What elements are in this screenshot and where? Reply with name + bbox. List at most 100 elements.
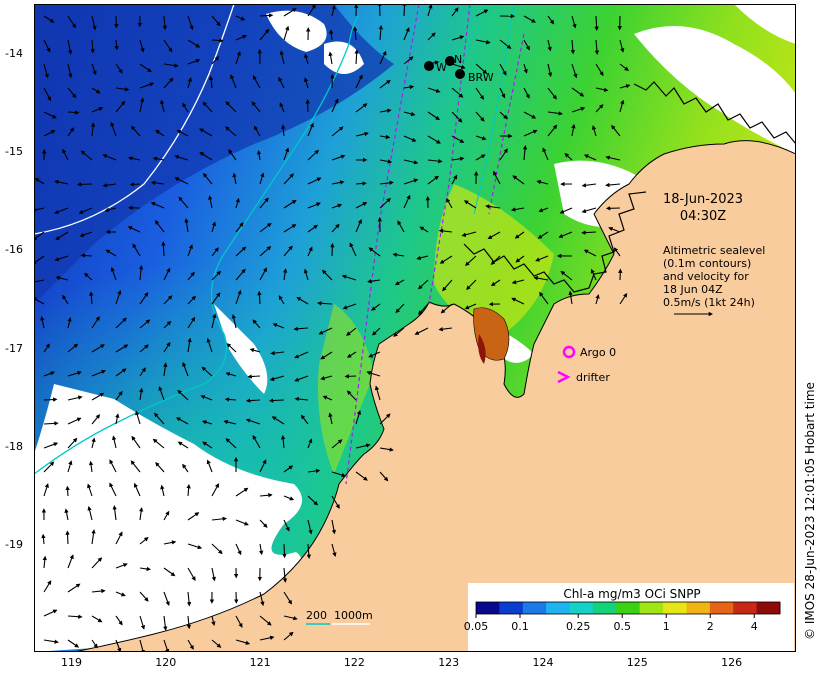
velocity-arrow <box>321 269 333 281</box>
velocity-arrow <box>320 351 333 360</box>
velocity-arrow <box>129 182 141 187</box>
velocity-arrow <box>331 495 340 509</box>
velocity-arrow <box>115 63 123 74</box>
velocity-arrow <box>109 459 117 473</box>
velocity-arrow <box>259 13 274 18</box>
velocity-arrow <box>115 289 122 305</box>
velocity-arrow <box>130 460 141 473</box>
velocity-arrow <box>282 268 288 281</box>
velocity-arrow <box>76 182 93 187</box>
velocity-arrow <box>442 279 453 292</box>
lon-tick-label: 121 <box>249 656 271 669</box>
velocity-arrow <box>331 519 337 535</box>
colorbar-cell <box>616 602 641 614</box>
velocity-arrow <box>331 98 339 113</box>
velocity-arrow <box>378 24 384 41</box>
velocity-arrow <box>249 348 261 353</box>
velocity-arrow <box>211 56 220 65</box>
velocity-arrow <box>355 131 369 137</box>
velocity-arrow <box>115 87 130 92</box>
velocity-arrow <box>132 243 141 257</box>
velocity-arrow <box>307 4 316 17</box>
velocity-arrow <box>547 124 558 137</box>
velocity-arrow <box>43 39 51 53</box>
velocity-arrow <box>547 39 552 52</box>
velocity-arrow <box>226 343 237 353</box>
velocity-arrow <box>282 567 288 583</box>
velocity-arrow <box>278 295 285 305</box>
velocity-arrow <box>294 351 309 359</box>
velocity-arrow <box>78 207 93 214</box>
velocity-arrow <box>346 390 357 401</box>
velocity-arrow <box>451 63 466 70</box>
velocity-arrow <box>184 218 189 233</box>
velocity-arrow <box>419 226 429 233</box>
velocity-arrow <box>235 246 247 257</box>
velocity-arrow <box>163 510 170 521</box>
velocity-arrow <box>223 419 237 425</box>
colorbar-cell <box>546 602 571 614</box>
velocity-arrow <box>306 543 312 559</box>
velocity-arrow <box>463 200 477 209</box>
drifter-icon <box>557 370 571 384</box>
velocity-arrow <box>139 291 149 305</box>
velocity-arrow <box>523 87 530 99</box>
colorbar-tick-label: 4 <box>751 620 758 633</box>
velocity-arrow <box>605 155 621 161</box>
velocity-arrow <box>427 87 441 93</box>
velocity-arrow <box>139 566 151 572</box>
velocity-arrow <box>187 39 201 48</box>
colorbar-cell <box>639 602 664 614</box>
velocity-arrow <box>344 374 357 379</box>
velocity-arrow <box>158 386 165 401</box>
velocity-arrow <box>294 375 309 382</box>
colorbar-tick-label: 1 <box>663 620 670 633</box>
velocity-arrow <box>514 231 525 239</box>
velocity-arrow <box>547 87 557 100</box>
velocity-arrow <box>150 180 165 186</box>
velocity-arrow <box>475 111 485 122</box>
velocity-arrow <box>163 591 170 607</box>
velocity-arrow <box>43 580 52 593</box>
velocity-arrow <box>278 76 285 89</box>
velocity-arrow <box>594 15 599 31</box>
velocity-arrow <box>235 487 249 497</box>
velocity-arrow <box>307 246 313 257</box>
velocity-arrow <box>202 172 213 185</box>
velocity-arrow <box>259 591 265 607</box>
velocity-arrow <box>438 228 453 234</box>
velocity-arrow <box>512 175 525 185</box>
velocity-arrow <box>67 614 83 619</box>
velocity-arrow <box>590 268 597 281</box>
velocity-arrow <box>595 63 604 77</box>
velocity-arrow <box>611 124 621 137</box>
lat-tick-label: -17 <box>5 341 23 355</box>
velocity-arrow <box>235 543 242 556</box>
velocity-arrow <box>67 460 73 473</box>
colorbar-tick-label: 0.05 <box>464 620 489 633</box>
velocity-arrow <box>211 567 216 582</box>
velocity-arrow <box>67 87 77 99</box>
velocity-arrow <box>533 276 549 281</box>
velocity-arrow <box>131 435 141 449</box>
velocity-arrow <box>331 223 340 233</box>
velocity-arrow <box>115 413 120 425</box>
velocity-arrow <box>511 297 525 305</box>
velocity-arrow <box>211 270 222 281</box>
velocity-arrow <box>163 267 171 281</box>
velocity-arrow <box>397 220 405 233</box>
velocity-arrow <box>571 15 577 29</box>
velocity-arrow <box>280 434 286 449</box>
velocity-arrow <box>211 615 216 626</box>
velocity-arrow <box>87 505 93 521</box>
lon-tick-label: 123 <box>438 656 460 669</box>
velocity-arrow <box>163 295 173 305</box>
velocity-arrow <box>111 435 117 449</box>
velocity-arrow <box>64 508 69 521</box>
velocity-arrow <box>368 351 381 358</box>
velocity-arrow <box>91 588 106 594</box>
velocity-arrow <box>163 63 179 68</box>
velocity-arrow <box>174 177 189 185</box>
velocity-arrow <box>539 291 549 305</box>
velocity-arrow <box>138 265 144 281</box>
